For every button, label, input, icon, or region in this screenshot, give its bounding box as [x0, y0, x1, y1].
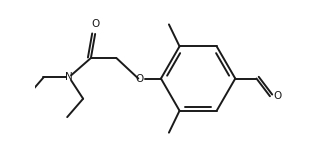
- Text: O: O: [273, 90, 282, 101]
- Text: O: O: [136, 74, 144, 84]
- Text: N: N: [65, 72, 73, 83]
- Text: O: O: [92, 19, 100, 29]
